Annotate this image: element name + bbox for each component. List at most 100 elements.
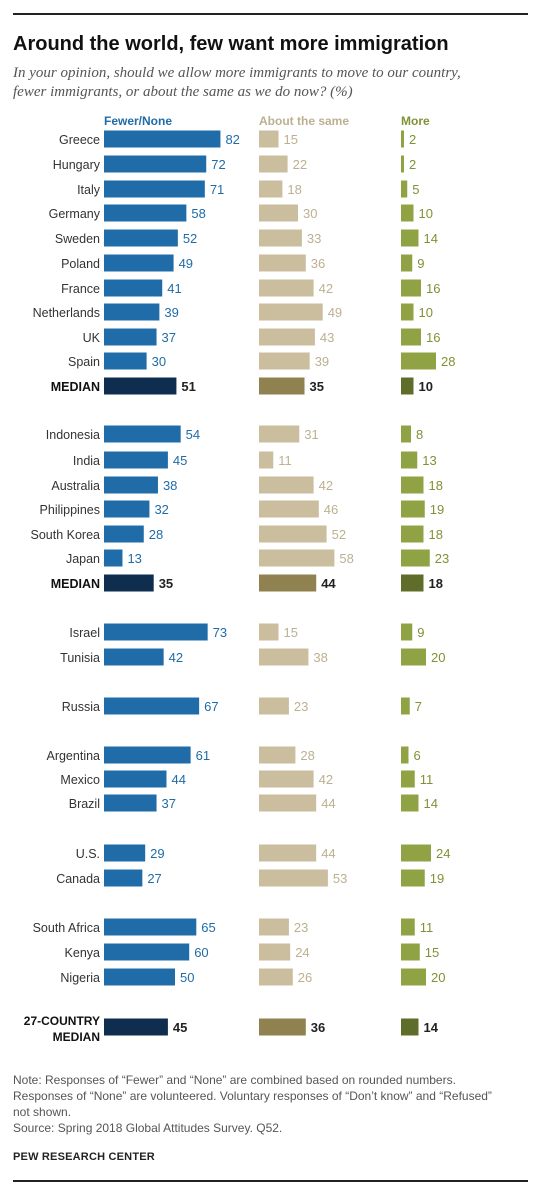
- value-label-fewer-japan: 13: [127, 551, 141, 566]
- bar-fewer-median: [104, 377, 177, 395]
- value-label-more-greece: 2: [409, 132, 416, 147]
- bar-same-mexico: [259, 770, 314, 788]
- bar-same-tunisia: [259, 648, 309, 666]
- value-label-same-nigeria: 26: [298, 970, 312, 985]
- bar-fewer-uk: [104, 328, 157, 346]
- value-label-more-germany: 10: [419, 206, 433, 221]
- row-label-27-country-median-line-2: MEDIAN: [53, 1030, 100, 1044]
- bar-same-nigeria: [259, 968, 293, 986]
- note-line-2: Responses of “None” are volunteered. Vol…: [13, 1089, 492, 1103]
- value-label-fewer-argentina: 61: [196, 748, 210, 763]
- bar-same-brazil: [259, 794, 317, 812]
- value-label-fewer-median: 35: [159, 576, 173, 591]
- value-label-more-median: 10: [419, 379, 433, 394]
- value-label-more-u-s-: 24: [436, 846, 450, 861]
- bar-more-israel: [401, 623, 413, 641]
- bar-more-italy: [401, 180, 408, 198]
- bar-more-median: [401, 574, 424, 592]
- bar-fewer-south-africa: [104, 918, 197, 936]
- bar-same-indonesia: [259, 425, 300, 443]
- bar-same-sweden: [259, 229, 302, 247]
- value-label-same-israel: 15: [284, 625, 298, 640]
- row-label-mexico: Mexico: [60, 773, 100, 787]
- bar-same-median: [259, 574, 317, 592]
- bar-more-kenya: [401, 943, 420, 961]
- value-label-more-argentina: 6: [414, 748, 421, 763]
- bar-same-argentina: [259, 746, 296, 764]
- value-label-more-france: 16: [426, 281, 440, 296]
- bar-more-poland: [401, 254, 413, 272]
- value-label-same-sweden: 33: [307, 231, 321, 246]
- row-label-hungary: Hungary: [53, 158, 101, 172]
- value-label-same-mexico: 42: [319, 772, 333, 787]
- value-label-same-kenya: 24: [295, 945, 309, 960]
- series-header-more: More: [401, 114, 430, 128]
- note-line-1: Note: Responses of “Fewer” and “None” ar…: [13, 1073, 456, 1087]
- bar-same-philippines: [259, 500, 319, 518]
- bar-more-27-country-median: [401, 1018, 419, 1036]
- value-label-more-sweden: 14: [424, 231, 438, 246]
- value-label-fewer-brazil: 37: [162, 796, 176, 811]
- bar-more-argentina: [401, 746, 409, 764]
- value-label-fewer-philippines: 32: [154, 502, 168, 517]
- bar-fewer-median: [104, 574, 154, 592]
- row-label-median: MEDIAN: [51, 577, 100, 591]
- bar-fewer-u-s-: [104, 844, 146, 862]
- value-label-same-median: 44: [321, 576, 336, 591]
- value-label-fewer-france: 41: [167, 281, 181, 296]
- row-label-russia: Russia: [62, 700, 100, 714]
- bar-more-uk: [401, 328, 421, 346]
- row-label-27-country-median-line-1: 27-COUNTRY: [24, 1014, 100, 1028]
- bar-same-canada: [259, 869, 328, 887]
- value-label-same-indonesia: 31: [304, 427, 318, 442]
- row-label-median: MEDIAN: [51, 380, 100, 394]
- value-label-fewer-spain: 30: [152, 354, 166, 369]
- value-label-same-japan: 58: [339, 551, 353, 566]
- value-label-more-tunisia: 20: [431, 650, 445, 665]
- value-label-more-south-korea: 18: [429, 527, 443, 542]
- bar-fewer-spain: [104, 352, 147, 370]
- row-label-sweden: Sweden: [55, 232, 100, 246]
- series-header-fewer: Fewer/None: [104, 114, 172, 128]
- bar-same-greece: [259, 130, 279, 148]
- value-label-more-nigeria: 20: [431, 970, 445, 985]
- bar-fewer-27-country-median: [104, 1018, 168, 1036]
- bar-fewer-italy: [104, 180, 205, 198]
- bar-same-u-s-: [259, 844, 317, 862]
- value-label-more-russia: 7: [415, 699, 422, 714]
- bar-same-russia: [259, 697, 289, 715]
- note-line-3: not shown.: [13, 1105, 72, 1119]
- bar-fewer-canada: [104, 869, 143, 887]
- row-label-tunisia: Tunisia: [60, 651, 100, 665]
- bar-more-south-africa: [401, 918, 415, 936]
- row-label-nigeria: Nigeria: [60, 971, 100, 985]
- bar-more-netherlands: [401, 303, 414, 321]
- value-label-same-canada: 53: [333, 871, 347, 886]
- bar-more-brazil: [401, 794, 419, 812]
- value-label-same-italy: 18: [287, 182, 301, 197]
- value-label-same-hungary: 22: [293, 157, 307, 172]
- value-label-fewer-kenya: 60: [194, 945, 208, 960]
- bar-fewer-japan: [104, 549, 123, 567]
- value-label-fewer-nigeria: 50: [180, 970, 194, 985]
- value-label-more-uk: 16: [426, 330, 440, 345]
- value-label-more-italy: 5: [412, 182, 419, 197]
- value-label-more-australia: 18: [429, 478, 443, 493]
- row-label-germany: Germany: [49, 207, 101, 221]
- bar-more-germany: [401, 204, 414, 222]
- bar-fewer-india: [104, 451, 168, 469]
- bar-fewer-kenya: [104, 943, 190, 961]
- bar-more-australia: [401, 476, 424, 494]
- bar-more-nigeria: [401, 968, 426, 986]
- value-label-more-philippines: 19: [430, 502, 444, 517]
- row-label-india: India: [73, 454, 100, 468]
- bar-more-spain: [401, 352, 436, 370]
- row-label-france: France: [61, 282, 100, 296]
- value-label-fewer-italy: 71: [210, 182, 224, 197]
- bar-same-27-country-median: [259, 1018, 306, 1036]
- row-label-spain: Spain: [68, 355, 100, 369]
- source-line: Source: Spring 2018 Global Attitudes Sur…: [13, 1121, 283, 1135]
- value-label-same-russia: 23: [294, 699, 308, 714]
- bar-same-india: [259, 451, 274, 469]
